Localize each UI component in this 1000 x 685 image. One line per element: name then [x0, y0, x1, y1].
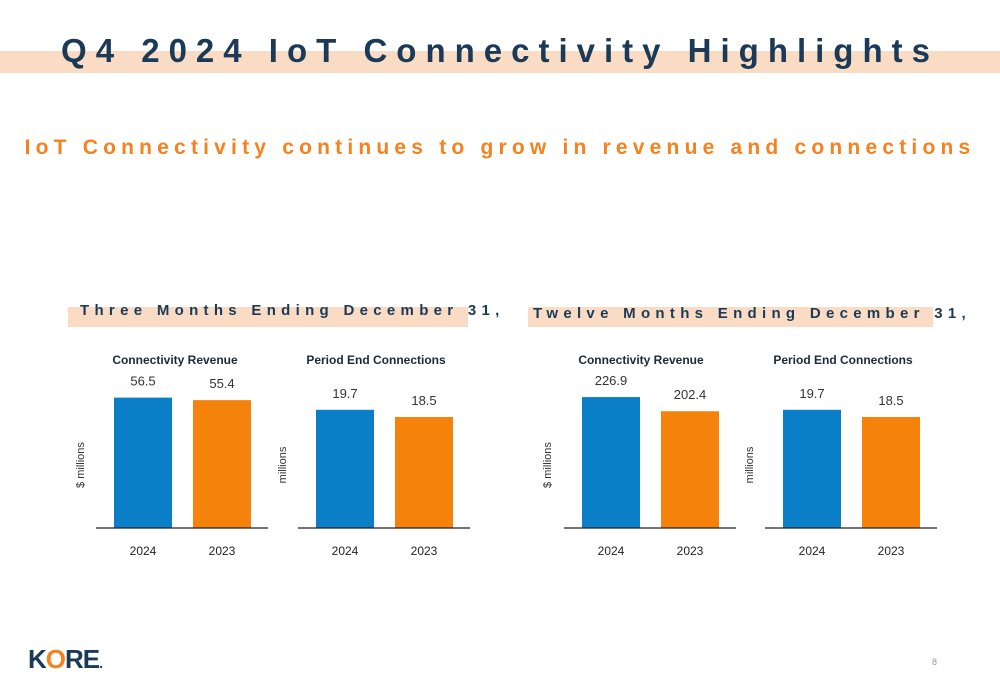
- chart-title: Connectivity Revenue: [112, 353, 238, 367]
- data-label: 202.4: [674, 387, 707, 402]
- bar-2023: [862, 417, 920, 528]
- y-axis-label: millions: [277, 446, 289, 483]
- data-label: 18.5: [411, 393, 436, 408]
- chart-title: Period End Connections: [306, 353, 446, 367]
- data-label: 18.5: [878, 393, 903, 408]
- category-label: 2024: [332, 544, 359, 558]
- bar-2023: [193, 400, 251, 528]
- y-axis-label: $ millions: [75, 442, 87, 488]
- page-number: 8: [932, 657, 938, 667]
- data-label: 56.5: [130, 374, 155, 389]
- category-label: 2023: [677, 544, 704, 558]
- y-axis-label: $ millions: [542, 442, 554, 488]
- category-label: 2024: [130, 544, 157, 558]
- title-band: [0, 51, 1000, 73]
- page-title: Q4 2024 IoT Connectivity Highlights: [61, 32, 939, 69]
- category-label: 2024: [799, 544, 826, 558]
- section-band-twelve-months: [528, 307, 933, 327]
- section-title-three-months: Three Months Ending December 31,: [80, 302, 505, 319]
- bar-2023: [395, 417, 453, 528]
- bar-2024: [316, 409, 374, 528]
- category-label: 2024: [598, 544, 625, 558]
- chart-title: Period End Connections: [773, 353, 913, 367]
- kore-logo: KORE.: [28, 644, 103, 674]
- data-label: 19.7: [799, 386, 824, 401]
- category-label: 2023: [411, 544, 438, 558]
- section-title-twelve-months: Twelve Months Ending December 31,: [533, 305, 972, 322]
- category-label: 2023: [209, 544, 236, 558]
- bar-2024: [582, 397, 640, 528]
- category-label: 2023: [878, 544, 905, 558]
- y-axis-label: millions: [744, 446, 756, 483]
- bar-2023: [661, 411, 719, 528]
- data-label: 55.4: [209, 376, 234, 391]
- bar-2024: [783, 409, 841, 528]
- bar-2024: [114, 397, 172, 528]
- data-label: 226.9: [595, 373, 628, 388]
- data-label: 19.7: [332, 386, 357, 401]
- page-subtitle: IoT Connectivity continues to grow in re…: [24, 136, 976, 159]
- section-band-three-months: [68, 307, 468, 327]
- chart-title: Connectivity Revenue: [578, 353, 704, 367]
